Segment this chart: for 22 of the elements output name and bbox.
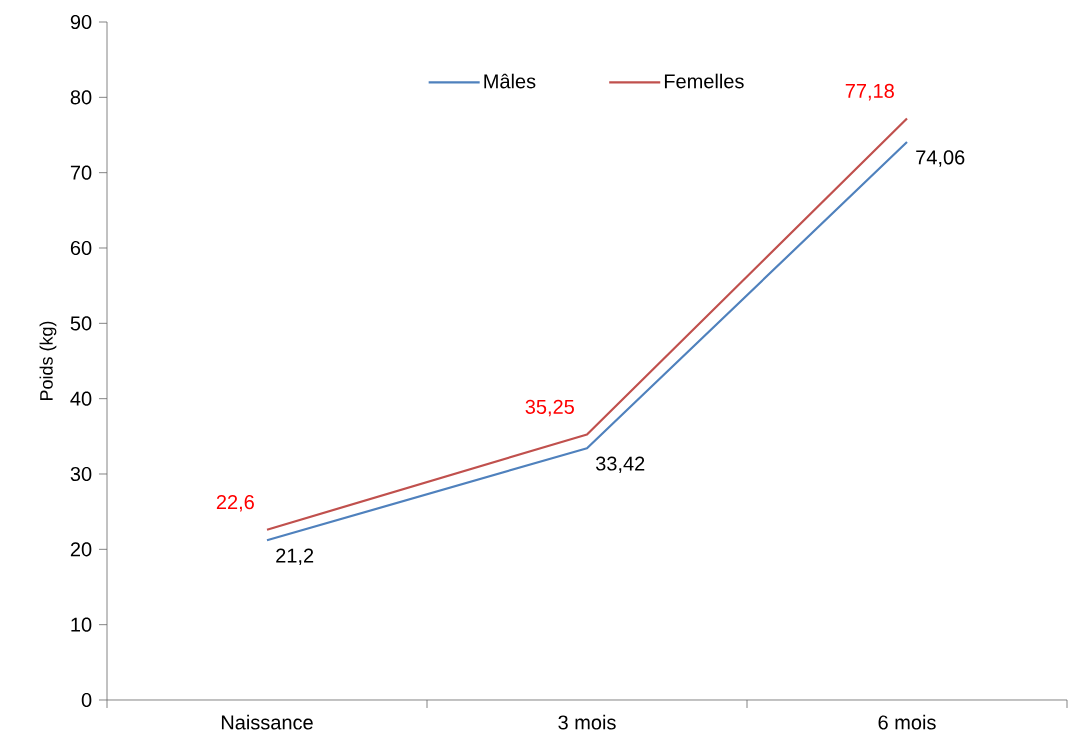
x-tick-label: Naissance bbox=[221, 714, 313, 730]
y-tick-label: 40 bbox=[70, 391, 92, 406]
legend-label: Mâles bbox=[484, 73, 536, 89]
data-label: 77,18 bbox=[845, 83, 894, 101]
y-tick-label: 30 bbox=[70, 466, 92, 482]
y-tick-label: 0 bbox=[81, 692, 92, 708]
y-tick-label: 60 bbox=[70, 240, 92, 256]
x-tick-label: 3 mois bbox=[558, 714, 616, 730]
data-label: 22,6 bbox=[216, 495, 254, 512]
data-label: 35,25 bbox=[525, 399, 574, 417]
y-tick-label: 20 bbox=[70, 542, 92, 557]
x-tick-label: 6 mois bbox=[878, 714, 936, 730]
data-label: 33,42 bbox=[595, 456, 645, 473]
y-tick-label: 80 bbox=[70, 90, 92, 105]
y-tick-label: 10 bbox=[71, 617, 92, 632]
y-tick-label: 90 bbox=[70, 14, 92, 30]
y-tick-label: 70 bbox=[70, 165, 92, 180]
data-label: 21,2 bbox=[276, 548, 314, 566]
legend-label: Femelles bbox=[664, 73, 744, 89]
y-axis-title: Poids (kg) bbox=[39, 321, 57, 401]
data-label: 74,06 bbox=[916, 150, 965, 167]
y-tick-label: 50 bbox=[70, 316, 92, 331]
